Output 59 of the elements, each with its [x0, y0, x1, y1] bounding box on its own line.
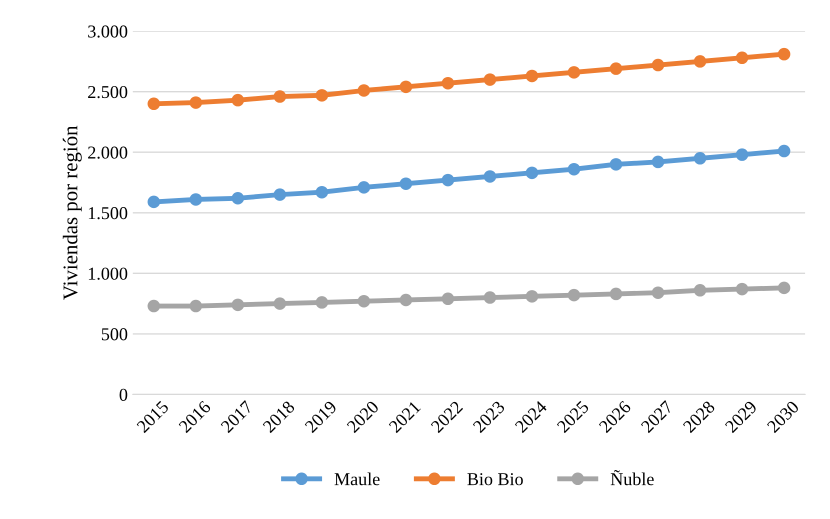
point	[610, 62, 622, 75]
point	[484, 291, 496, 304]
y-tick-label: 3.000	[88, 25, 128, 38]
legend-label: Bio Bio	[467, 473, 523, 486]
point	[232, 298, 244, 312]
y-tick-label: 500	[102, 328, 128, 340]
point	[736, 52, 748, 64]
point	[610, 158, 622, 171]
point	[274, 90, 286, 103]
point	[190, 96, 202, 109]
y-tick-label: 1.500	[88, 207, 128, 220]
point	[694, 55, 706, 68]
point	[694, 152, 706, 165]
y-tick-label: 2.000	[88, 146, 128, 159]
point	[652, 58, 664, 72]
point	[736, 282, 748, 296]
point	[316, 296, 328, 309]
point	[232, 192, 244, 205]
point	[694, 284, 706, 297]
point	[526, 166, 538, 180]
point	[400, 177, 412, 190]
point	[568, 162, 580, 176]
point	[778, 144, 790, 158]
point	[484, 170, 496, 183]
point	[316, 186, 328, 198]
point	[190, 193, 202, 206]
point	[652, 286, 664, 299]
point	[148, 98, 160, 110]
point	[274, 297, 286, 310]
point	[316, 89, 328, 102]
point	[400, 294, 412, 306]
point	[442, 292, 454, 306]
point	[232, 94, 244, 106]
point	[526, 70, 538, 82]
point	[358, 294, 370, 308]
y-tick-label: 2.500	[88, 86, 128, 98]
point	[148, 300, 160, 312]
point	[358, 181, 370, 194]
point	[778, 48, 790, 60]
point	[610, 288, 622, 300]
point	[568, 288, 580, 302]
point	[274, 188, 286, 201]
point	[442, 174, 454, 186]
point	[568, 66, 580, 79]
point	[442, 76, 454, 90]
point	[190, 300, 202, 312]
point	[526, 290, 538, 303]
point	[736, 148, 748, 161]
point	[148, 196, 160, 208]
point	[358, 84, 370, 97]
point	[400, 80, 412, 94]
y-tick-label: 1.000	[88, 268, 128, 280]
legend-label: Ñuble	[610, 470, 654, 486]
legend-label: Maule	[334, 472, 380, 486]
point	[484, 73, 496, 86]
y-axis-title: Viviendas por región	[62, 126, 82, 300]
point	[778, 282, 790, 294]
y-tick-label: 0	[120, 388, 128, 401]
point	[652, 156, 664, 168]
